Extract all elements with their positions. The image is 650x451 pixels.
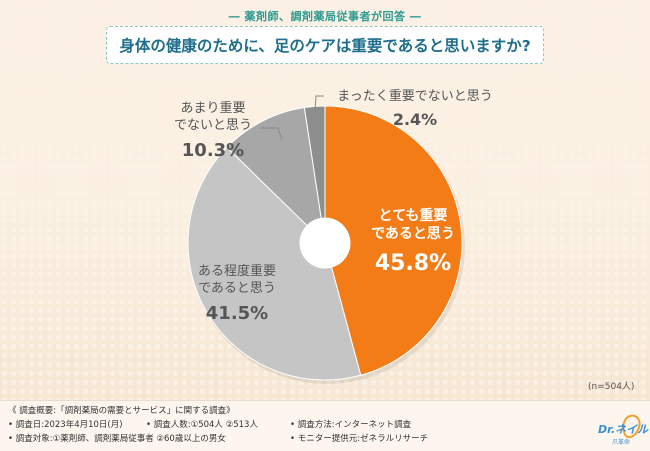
footer-item: • 調査対象:①薬剤師、調剤薬局従事者 ②60歳以上の男女 (8, 434, 226, 444)
question-text: 身体の健康のために、足のケアは重要であると思いますか? (119, 37, 531, 55)
slice-label-3: まったく重要でないと思う (337, 88, 492, 104)
brand-logo-sub: 爪革命 (612, 439, 631, 446)
footer-title: 《 調査概要:「調剤薬局の需要とサービス」に関する調査》 (8, 406, 235, 416)
slice-label-1: ある程度重要 (198, 263, 276, 279)
slice-label-2: でないと思う (174, 118, 252, 133)
footer-item: • モニター提供元:ゼネラルリサーチ (290, 434, 429, 444)
footer-item: • 調査人数:①504人 ②513人 (146, 420, 258, 430)
donut-hole (300, 218, 350, 268)
slice-value-2: 10.3% (182, 140, 244, 161)
question-box: 身体の健康のために、足のケアは重要であると思いますか? (106, 26, 544, 64)
brand-logo-text: Dr.ネイル (598, 423, 649, 436)
slice-value-1: 41.5% (206, 303, 268, 324)
brand-logo-icon (622, 414, 641, 438)
footer-item: • 調査方法:インターネット調査 (290, 420, 412, 430)
leader-line-2 (260, 127, 283, 141)
footer-item: • 調査日:2023年4月10日(月) (8, 420, 123, 430)
slice-label-0: とても重要 (379, 207, 448, 224)
header-title: ― 薬剤師、調剤薬局従事者が回答 ― (228, 10, 422, 23)
footer (0, 400, 650, 451)
slice-value-3: 2.4% (393, 110, 437, 129)
sample-size: (n=504人) (588, 382, 635, 392)
donut-chart: とても重要であると思う45.8%ある程度重要であると思う41.5%あまり重要でな… (174, 88, 493, 384)
slice-label-0: であると思う (371, 226, 455, 242)
slice-value-0: 45.8% (375, 251, 451, 276)
slice-label-2: あまり重要 (180, 100, 245, 116)
leader-line-3 (314, 95, 324, 113)
slice-label-1: であると思う (198, 281, 276, 296)
